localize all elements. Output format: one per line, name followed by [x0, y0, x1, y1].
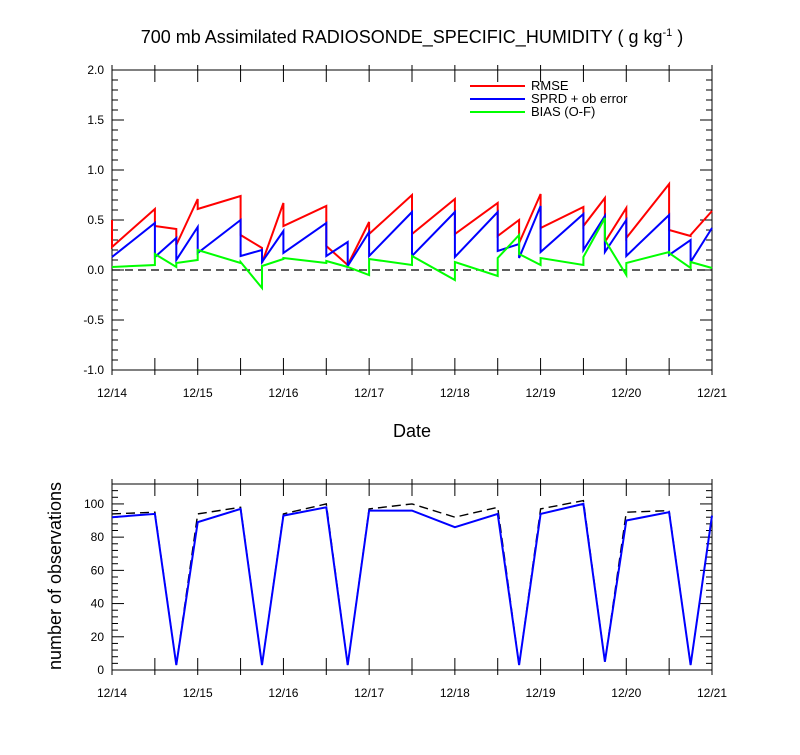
top-x-axis-title: Date — [393, 421, 431, 441]
chart-title: 700 mb Assimilated RADIOSONDE_SPECIFIC_H… — [141, 27, 684, 48]
x-tick-label: 12/15 — [183, 686, 213, 700]
x-tick-label: 12/19 — [526, 686, 556, 700]
x-tick-label: 12/18 — [440, 686, 470, 700]
x-tick-label: 12/21 — [697, 386, 727, 400]
bottom-y-axis-title: number of observations — [45, 482, 65, 670]
y-tick-label: 1.0 — [87, 163, 104, 177]
y-tick-label: -0.5 — [83, 313, 104, 327]
chart-title-suffix: ) — [672, 27, 683, 47]
top-panel: 12/14 12/15 12/16 12/17 12/18 12/19 12/20 12/21… — [83, 63, 727, 400]
y-tick-label: 2.0 — [87, 63, 104, 77]
series-line-used-observations — [111, 502, 713, 666]
y-tick-label: 40 — [91, 597, 105, 611]
y-tick-label: 60 — [91, 563, 105, 577]
x-tick-label: 12/17 — [354, 386, 384, 400]
y-tick-label: 100 — [84, 497, 104, 511]
legend-label: SPRD + ob error — [531, 91, 628, 106]
y-tick-label: 1.5 — [87, 113, 104, 127]
series-line-possible-observations — [111, 499, 713, 666]
y-tick-label: -1.0 — [83, 363, 104, 377]
y-tick-label: 0.0 — [87, 263, 104, 277]
y-tick-label: 0.5 — [87, 213, 104, 227]
y-tick-label: 20 — [91, 630, 105, 644]
x-tick-label: 12/19 — [526, 386, 556, 400]
series-line-bias-o-f — [111, 217, 713, 291]
y-tick-label: 80 — [91, 530, 105, 544]
x-tick-label: 12/18 — [440, 386, 470, 400]
x-tick-label: 12/20 — [611, 686, 641, 700]
x-tick-label: 12/14 — [97, 686, 127, 700]
bottom-panel: 12/14 12/15 12/16 12/17 12/18 12/19 12/20 12/21… — [84, 479, 727, 700]
x-tick-label: 12/16 — [268, 686, 298, 700]
x-tick-label: 12/14 — [97, 386, 127, 400]
series-line-sprd-ob-error — [111, 205, 713, 270]
x-tick-label: 12/20 — [611, 386, 641, 400]
plot-frame — [111, 483, 713, 671]
chart-title-superscript: -1 — [663, 27, 673, 39]
legend-label: BIAS (O-F) — [531, 104, 595, 119]
x-tick-label: 12/17 — [354, 686, 384, 700]
x-tick-label: 12/15 — [183, 386, 213, 400]
y-tick-label: 0 — [97, 663, 104, 677]
legend-label: RMSE — [531, 78, 569, 93]
chart-title-main: 700 mb Assimilated RADIOSONDE_SPECIFIC_H… — [141, 27, 663, 48]
x-tick-label: 12/21 — [697, 686, 727, 700]
x-tick-label: 12/16 — [268, 386, 298, 400]
